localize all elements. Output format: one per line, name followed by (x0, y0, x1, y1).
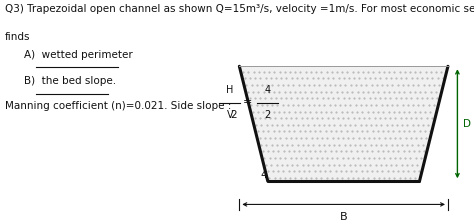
Text: B: B (340, 212, 347, 221)
Text: A)  wetted perimeter: A) wetted perimeter (24, 50, 132, 60)
Text: 2: 2 (264, 110, 271, 120)
Text: B)  the bed slope.: B) the bed slope. (24, 76, 116, 86)
Text: H: H (226, 85, 234, 95)
Text: 2: 2 (230, 110, 237, 120)
Text: =: = (243, 97, 253, 107)
Text: finds: finds (5, 32, 30, 42)
Text: V: V (227, 110, 233, 120)
Text: 4: 4 (265, 85, 271, 95)
Text: D: D (463, 119, 471, 129)
Polygon shape (239, 66, 448, 181)
Text: Manning coefficient (n)=0.021. Side slope :: Manning coefficient (n)=0.021. Side slop… (5, 101, 234, 110)
Text: 4: 4 (261, 170, 267, 180)
Text: Q3) Trapezoidal open channel as shown Q=15m³/s, velocity =1m/s. For most economi: Q3) Trapezoidal open channel as shown Q=… (5, 4, 474, 14)
